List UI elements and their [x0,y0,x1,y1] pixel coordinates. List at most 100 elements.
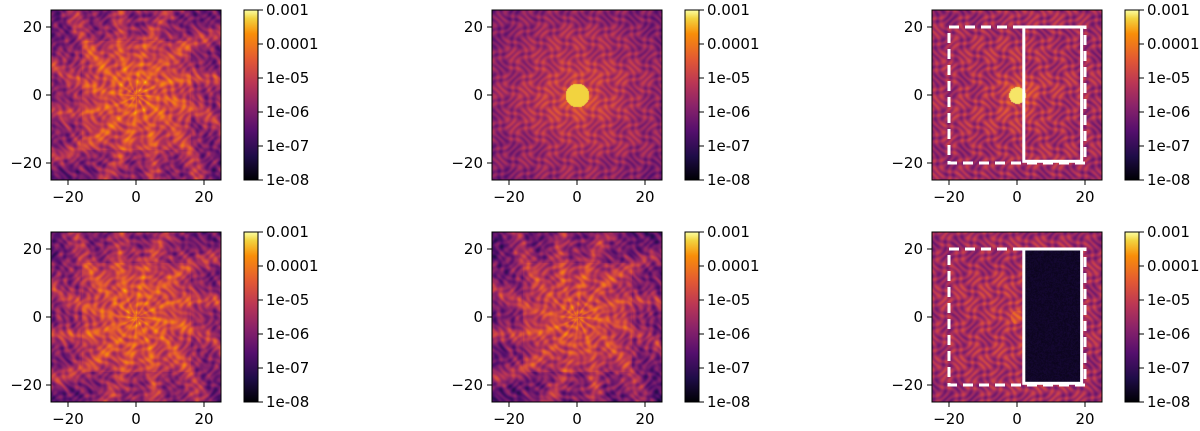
colorbar [244,232,258,402]
y-tick-label: 20 [904,18,923,36]
colorbar-tick-label: 1e-06 [266,103,309,121]
x-tick-label: 20 [635,410,654,428]
colorbar [685,10,699,180]
colorbar-frame [684,9,700,181]
y-tick-label: −20 [451,376,483,394]
y-tick-label: −20 [10,154,42,172]
x-tick-label: 0 [131,188,141,206]
colorbar-tick-label: 1e-08 [707,393,750,411]
panel-row1-col3: −20 −20 0 0 20 20 0.001 0.0001 1e-05 1e-06 1e-07 1e… [891,1,1199,206]
colorbar-tick-label: 0.001 [266,1,309,19]
panel-row1-col1: −20 −20 0 0 20 20 0.001 0.0001 1e-05 1e-06 1e-07 1e… [10,1,318,206]
y-tick-label: −20 [891,376,923,394]
colorbar-frame [243,9,259,181]
heatmap-image [51,232,221,402]
colorbar-tick-label: 0.001 [707,223,750,241]
x-tick-label: −20 [493,188,525,206]
colorbar-tick-label: 1e-05 [1147,291,1190,309]
y-tick-label: −20 [891,154,923,172]
x-tick-label: −20 [933,188,965,206]
colorbar-tick-label: 1e-08 [266,393,309,411]
y-tick-label: 0 [473,86,483,104]
x-tick-label: 20 [194,188,213,206]
x-tick-label: 0 [1012,410,1022,428]
colorbar-tick-label: 1e-05 [707,291,750,309]
colorbar-tick-label: 0.0001 [1147,35,1200,53]
colorbar-tick-label: 0.0001 [707,35,760,53]
colorbar-tick-label: 1e-07 [266,137,309,155]
dashed-region [947,247,1087,387]
colorbar-tick-label: 1e-06 [707,103,750,121]
solid-region [1022,247,1084,385]
y-tick-label: 20 [23,240,42,258]
colorbar-tick-label: 0.001 [1147,223,1190,241]
colorbar-tick-label: 0.001 [1147,1,1190,19]
colorbar [1125,10,1139,180]
colorbar-tick-label: 1e-06 [707,325,750,343]
colorbar-tick-label: 1e-07 [707,359,750,377]
y-tick-label: 0 [473,308,483,326]
dashed-region [947,25,1087,165]
x-tick-label: −20 [52,410,84,428]
y-tick-label: 20 [464,18,483,36]
y-tick-label: −20 [451,154,483,172]
panel-row2-col3: −20 −20 0 0 20 20 0.001 0.0001 1e-05 1e-06 1e-07 1e… [891,223,1199,428]
colorbar-tick-label: 0.0001 [707,257,760,275]
colorbar-tick-label: 1e-05 [707,69,750,87]
colorbar-tick-label: 1e-05 [266,291,309,309]
colorbar-tick-label: 0.0001 [266,257,319,275]
x-tick-label: 20 [1075,188,1094,206]
y-tick-label: 20 [23,18,42,36]
x-tick-label: 20 [1075,410,1094,428]
y-tick-label: 20 [904,240,923,258]
colorbar-tick-label: 1e-06 [1147,103,1190,121]
colorbar-frame [684,231,700,403]
colorbar-tick-label: 0.0001 [1147,257,1200,275]
x-tick-label: −20 [52,188,84,206]
heatmap-image [51,10,221,180]
colorbar-tick-label: 1e-08 [1147,171,1190,189]
colorbar-tick-label: 1e-08 [266,171,309,189]
colorbar-tick-label: 1e-07 [266,359,309,377]
colorbar-tick-label: 1e-06 [1147,325,1190,343]
colorbar-tick-label: 1e-08 [707,171,750,189]
colorbar-tick-label: 1e-08 [1147,393,1190,411]
colorbar [244,10,258,180]
y-tick-label: 0 [32,86,42,104]
y-tick-label: −20 [10,376,42,394]
colorbar-tick-label: 1e-07 [707,137,750,155]
x-tick-label: 0 [572,410,582,428]
colorbar-tick-label: 1e-05 [1147,69,1190,87]
x-tick-label: −20 [933,410,965,428]
x-tick-label: 0 [1012,188,1022,206]
colorbar [1125,232,1139,402]
solid-region [1022,25,1084,163]
x-tick-label: 20 [635,188,654,206]
y-tick-label: 0 [913,86,923,104]
colorbar-tick-label: 1e-06 [266,325,309,343]
colorbar-frame [1124,9,1140,181]
x-tick-label: 0 [572,188,582,206]
colorbar [685,232,699,402]
colorbar-frame [1124,231,1140,403]
colorbar-tick-label: 0.0001 [266,35,319,53]
heatmap-image [492,232,662,402]
colorbar-tick-label: 1e-07 [1147,359,1190,377]
x-tick-label: 0 [131,410,141,428]
y-tick-label: 20 [464,240,483,258]
colorbar-tick-label: 1e-05 [266,69,309,87]
colorbar-frame [243,231,259,403]
colorbar-tick-label: 0.001 [266,223,309,241]
panel-row2-col2: −20 −20 0 0 20 20 0.001 0.0001 1e-05 1e-06 1e-07 1e… [451,223,759,428]
colorbar-tick-label: 0.001 [707,1,750,19]
colorbar-tick-label: 1e-07 [1147,137,1190,155]
panel-row2-col1: −20 −20 0 0 20 20 0.001 0.0001 1e-05 1e-06 1e-07 1e… [10,223,318,428]
x-tick-label: −20 [493,410,525,428]
heatmap-image [932,232,1102,402]
y-tick-label: 0 [32,308,42,326]
x-tick-label: 20 [194,410,213,428]
y-tick-label: 0 [913,308,923,326]
heatmap-image [932,10,1102,180]
heatmap-image [492,10,662,180]
